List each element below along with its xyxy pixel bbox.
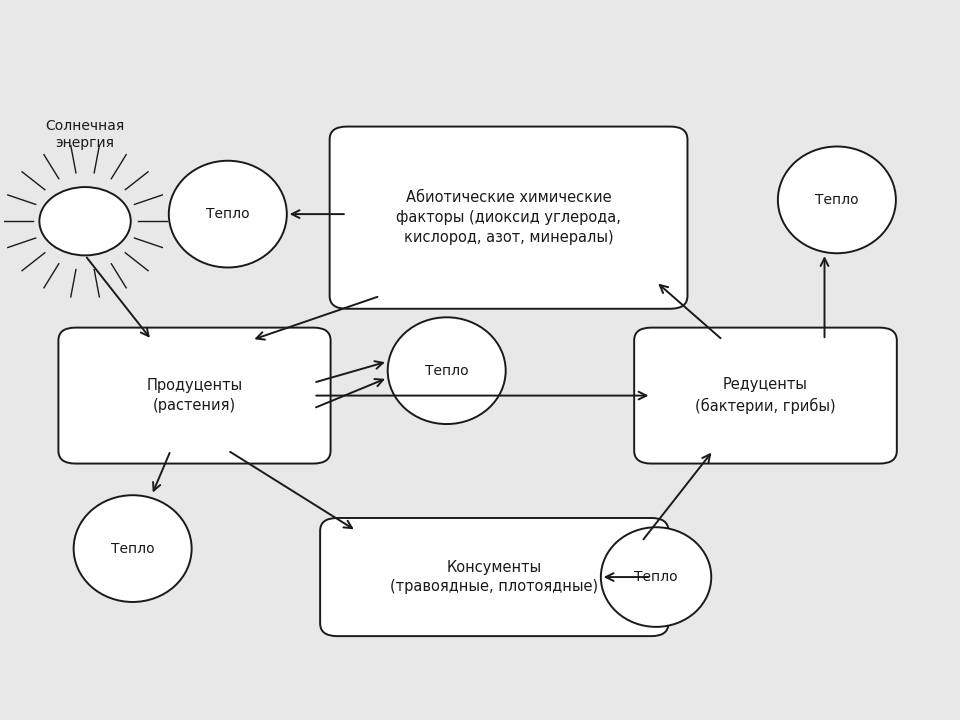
Ellipse shape (74, 495, 192, 602)
FancyBboxPatch shape (59, 328, 330, 464)
Ellipse shape (169, 161, 287, 268)
Text: Редуценты
(бактерии, грибы): Редуценты (бактерии, грибы) (695, 377, 836, 414)
Text: Тепло: Тепло (425, 364, 468, 378)
FancyBboxPatch shape (320, 518, 668, 636)
Text: Консументы
(травоядные, плотоядные): Консументы (травоядные, плотоядные) (390, 559, 598, 595)
Text: Тепло: Тепло (815, 193, 858, 207)
FancyBboxPatch shape (329, 127, 687, 309)
Text: Продуценты
(растения): Продуценты (растения) (147, 378, 243, 413)
Text: Тепло: Тепло (110, 541, 155, 556)
FancyBboxPatch shape (635, 328, 897, 464)
Text: Абиотические химические
факторы (диоксид углерода,
кислород, азот, минералы): Абиотические химические факторы (диоксид… (396, 190, 621, 245)
Ellipse shape (601, 527, 711, 627)
Ellipse shape (778, 146, 896, 253)
Circle shape (39, 187, 131, 256)
Ellipse shape (388, 318, 506, 424)
Text: Тепло: Тепло (635, 570, 678, 584)
Text: Солнечная
энергия: Солнечная энергия (45, 119, 125, 150)
Text: Тепло: Тепло (206, 207, 250, 221)
